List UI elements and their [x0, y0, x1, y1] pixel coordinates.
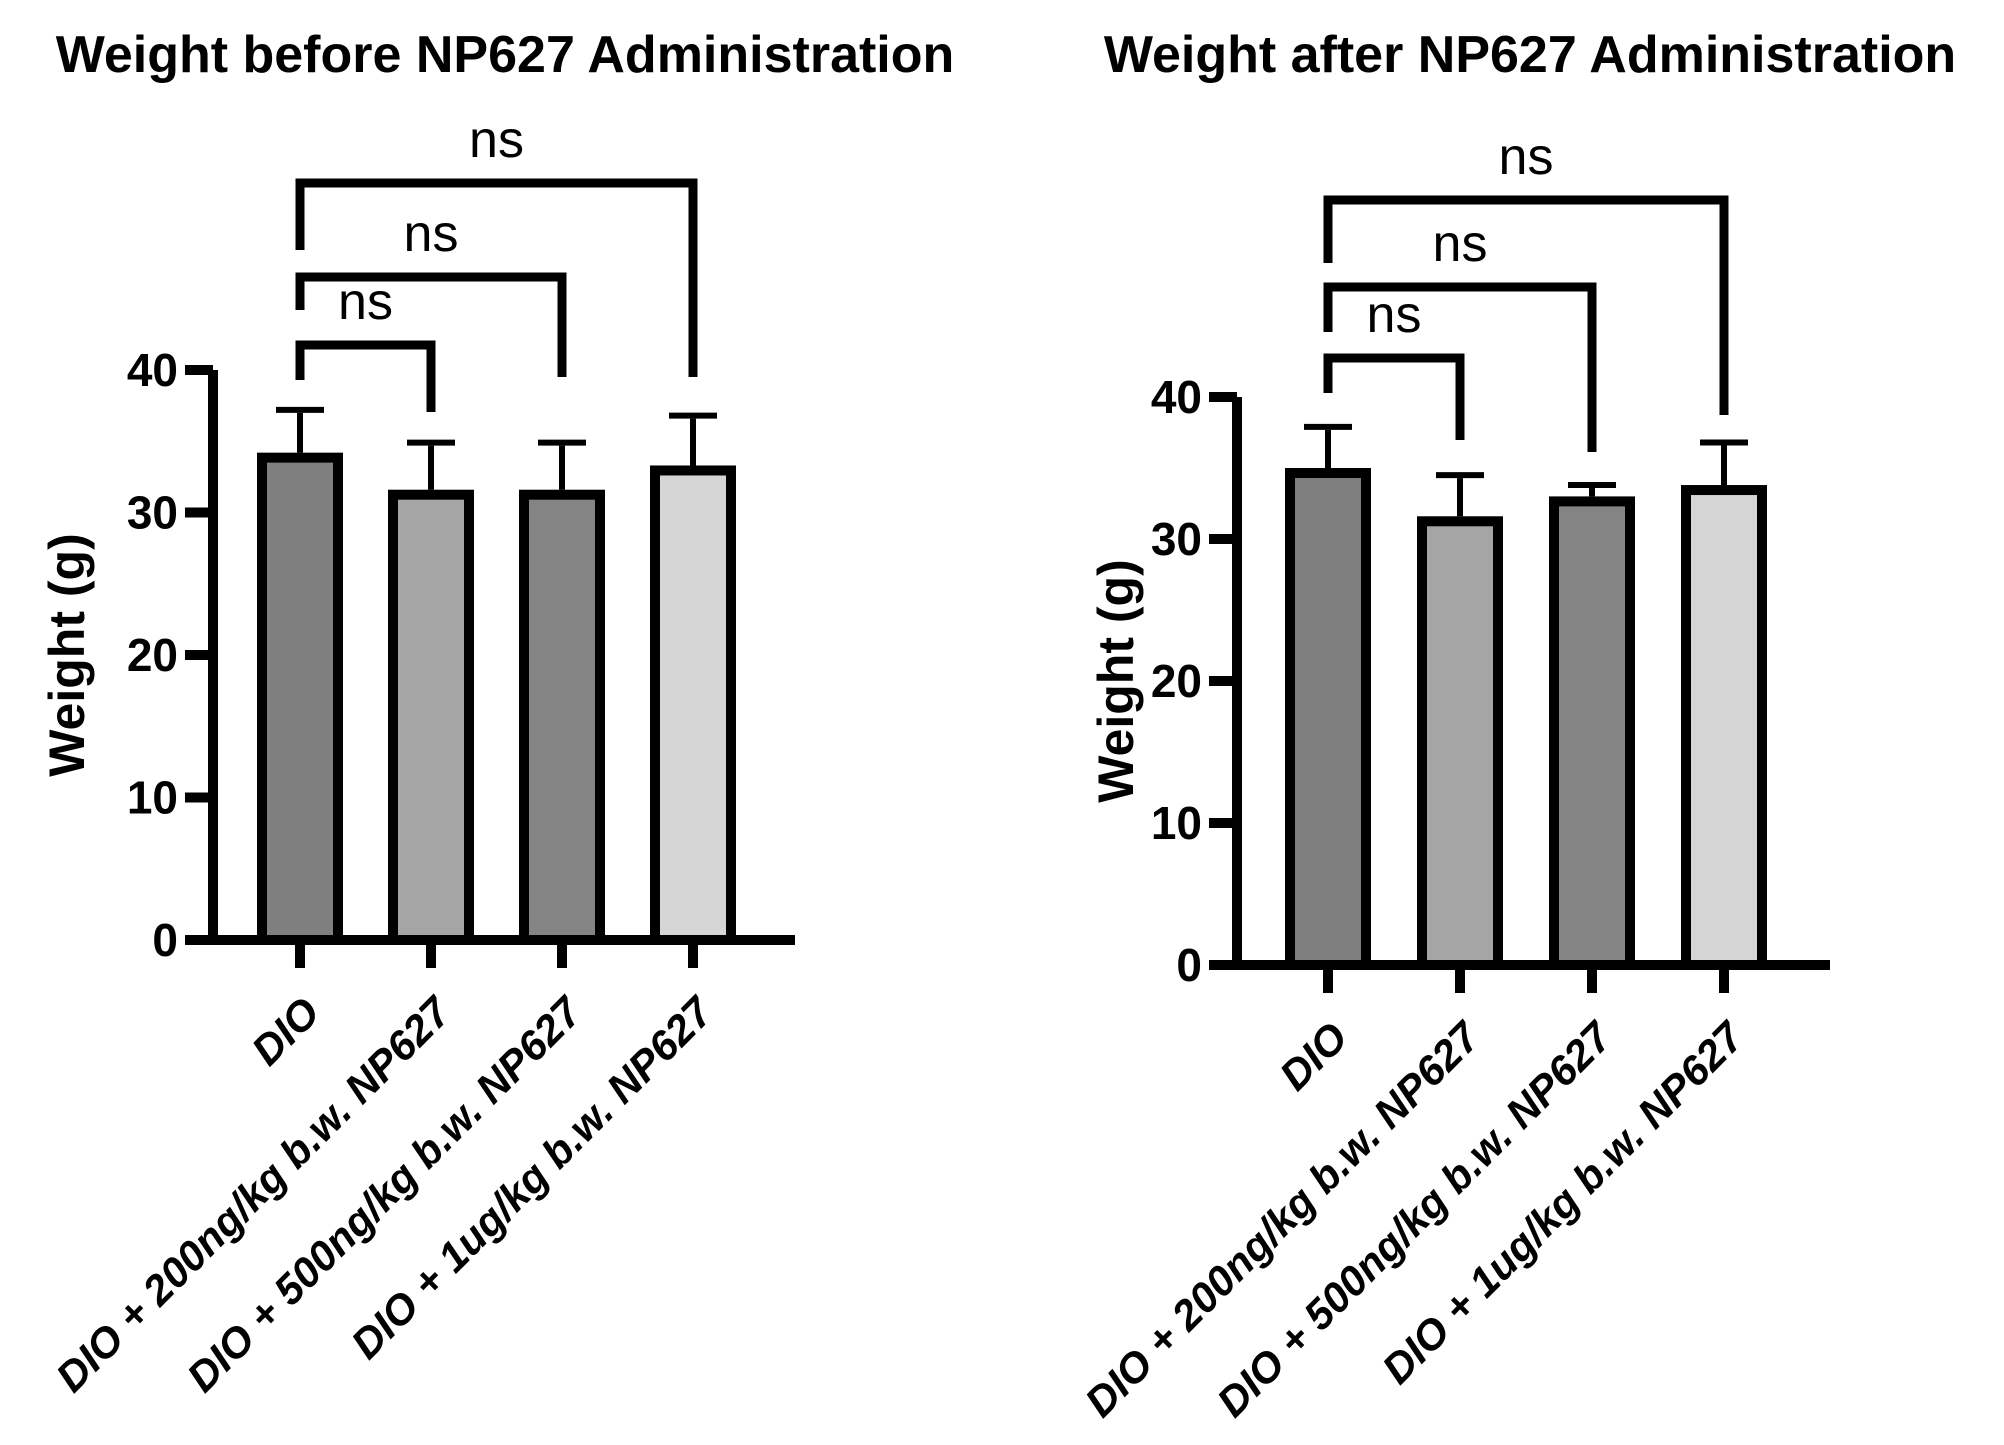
- y-tick-label-before-40: 40: [127, 344, 178, 396]
- bar-before-0: [257, 452, 343, 945]
- y-tick-label-after-30: 30: [1151, 513, 1202, 565]
- significance-label-before-0: ns: [338, 273, 393, 331]
- bar-after-3: [1681, 485, 1767, 970]
- y-tick-label-before-0: 0: [152, 914, 178, 966]
- y-tick-label-after-0: 0: [1176, 939, 1202, 991]
- y-tick-label-after-20: 20: [1151, 655, 1202, 707]
- comparison-bracket-after-1: [1323, 282, 1597, 452]
- y-tick-label-before-20: 20: [127, 629, 178, 681]
- bar-after-2: [1549, 496, 1635, 970]
- comparison-bracket-before-1: [295, 272, 567, 377]
- y-tick-label-before-10: 10: [127, 772, 178, 824]
- comparison-bracket-after-2: [1323, 195, 1729, 415]
- y-tick-label-before-30: 30: [127, 487, 178, 539]
- category-label-before-0: DIO: [242, 988, 328, 1074]
- significance-label-before-1: ns: [404, 205, 459, 263]
- bar-after-1: [1417, 516, 1503, 971]
- bar-after-0: [1285, 468, 1371, 970]
- bar-before-3: [650, 465, 736, 945]
- bar-before-2: [519, 489, 605, 945]
- y-axis-title-after: Weight (g): [1088, 559, 1144, 802]
- y-axis-title-before: Weight (g): [39, 533, 95, 776]
- chart-title-after: Weight after NP627 Administration: [1104, 26, 1956, 84]
- y-tick-label-after-10: 10: [1151, 797, 1202, 849]
- comparison-bracket-before-0: [295, 340, 436, 412]
- bar-before-1: [388, 489, 474, 945]
- significance-label-before-2: ns: [469, 111, 524, 169]
- chart-title-before: Weight before NP627 Administration: [56, 26, 955, 84]
- category-label-after-0: DIO: [1270, 1013, 1356, 1099]
- significance-label-after-2: ns: [1499, 128, 1554, 186]
- y-tick-label-after-40: 40: [1151, 371, 1202, 423]
- significance-label-after-1: ns: [1433, 215, 1488, 273]
- comparison-bracket-before-2: [295, 178, 698, 377]
- comparison-bracket-after-0: [1323, 353, 1465, 440]
- significance-label-after-0: ns: [1367, 286, 1422, 344]
